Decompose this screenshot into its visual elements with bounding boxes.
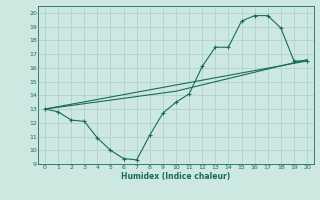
X-axis label: Humidex (Indice chaleur): Humidex (Indice chaleur) — [121, 172, 231, 181]
